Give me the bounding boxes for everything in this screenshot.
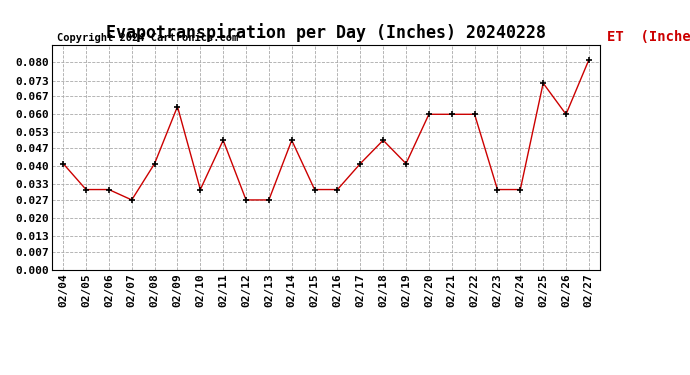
Text: Copyright 2024 Cartronics.com: Copyright 2024 Cartronics.com (57, 33, 239, 43)
Text: ET  (Inches): ET (Inches) (607, 30, 690, 44)
Title: Evapotranspiration per Day (Inches) 20240228: Evapotranspiration per Day (Inches) 2024… (106, 23, 546, 42)
